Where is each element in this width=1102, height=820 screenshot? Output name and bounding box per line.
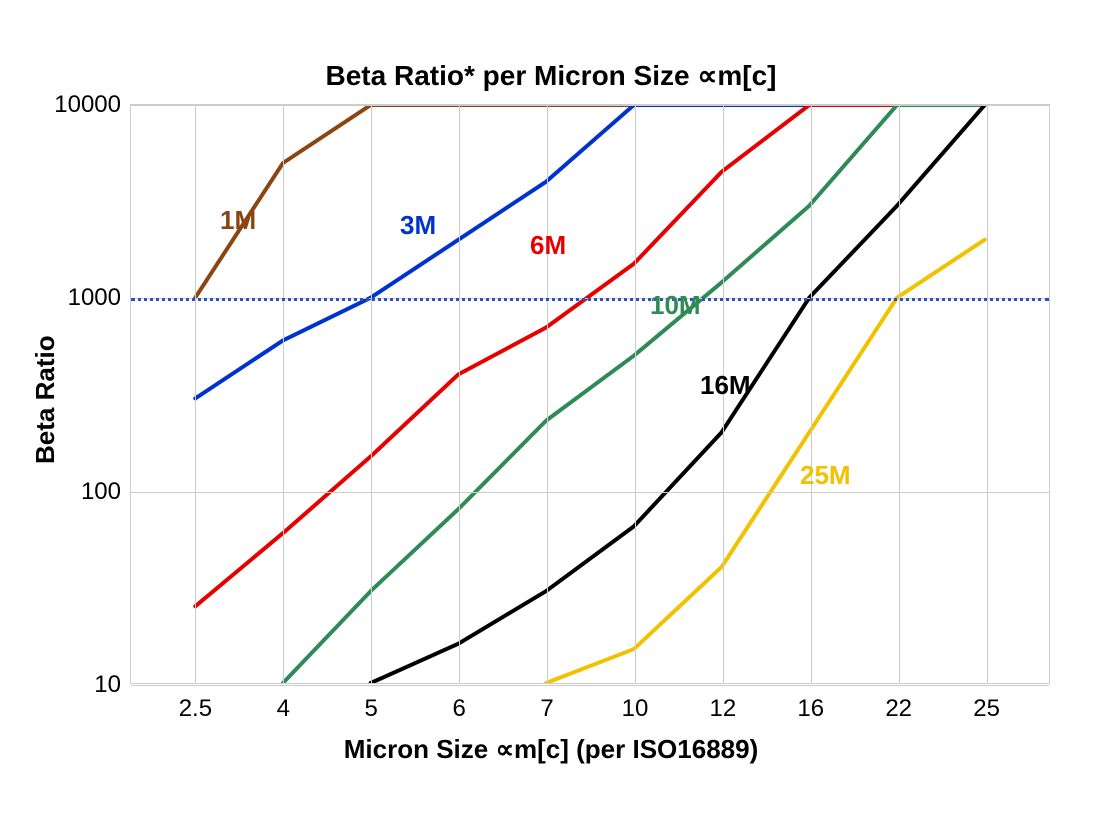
y-axis-label: Beta Ratio bbox=[30, 335, 61, 464]
grid-vertical bbox=[371, 105, 372, 683]
x-tick-label: 7 bbox=[540, 683, 553, 723]
grid-vertical bbox=[547, 105, 548, 683]
x-tick-label: 6 bbox=[452, 683, 465, 723]
y-tick-label: 10000 bbox=[54, 91, 131, 119]
series-label-16M: 16M bbox=[700, 370, 751, 401]
x-tick-label: 22 bbox=[885, 683, 912, 723]
grid-horizontal bbox=[131, 685, 1049, 686]
grid-vertical bbox=[899, 105, 900, 683]
chart-title: Beta Ratio* per Micron Size ∝m[c] bbox=[0, 59, 1102, 92]
series-line-16M bbox=[371, 105, 985, 683]
series-line-3M bbox=[195, 105, 984, 398]
reference-line-1000 bbox=[131, 298, 1049, 301]
series-label-10M: 10M bbox=[650, 290, 701, 321]
series-line-6M bbox=[195, 105, 984, 606]
series-label-6M: 6M bbox=[530, 230, 566, 261]
x-tick-label: 10 bbox=[622, 683, 649, 723]
series-line-25M bbox=[546, 240, 985, 683]
y-tick-label: 10 bbox=[94, 671, 131, 699]
series-label-3M: 3M bbox=[400, 210, 436, 241]
x-tick-label: 2.5 bbox=[179, 683, 212, 723]
grid-vertical bbox=[459, 105, 460, 683]
grid-horizontal bbox=[131, 492, 1049, 493]
grid-vertical bbox=[195, 105, 196, 683]
series-label-1M: 1M bbox=[220, 205, 256, 236]
series-label-25M: 25M bbox=[800, 460, 851, 491]
y-tick-label: 100 bbox=[81, 478, 131, 506]
series-lines bbox=[131, 105, 1049, 683]
y-tick-label: 1000 bbox=[68, 284, 131, 312]
beta-ratio-chart: Beta Ratio* per Micron Size ∝m[c] Beta R… bbox=[0, 0, 1102, 820]
series-line-10M bbox=[283, 105, 985, 683]
x-axis-label: Micron Size ∝m[c] (per ISO16889) bbox=[0, 734, 1102, 765]
series-line-1M bbox=[195, 105, 984, 298]
grid-vertical bbox=[811, 105, 812, 683]
x-tick-label: 12 bbox=[710, 683, 737, 723]
x-tick-label: 16 bbox=[797, 683, 824, 723]
grid-horizontal bbox=[131, 105, 1049, 106]
x-tick-label: 25 bbox=[973, 683, 1000, 723]
grid-vertical bbox=[283, 105, 284, 683]
grid-vertical bbox=[635, 105, 636, 683]
x-tick-label: 4 bbox=[277, 683, 290, 723]
plot-area: 2.54567101216222510100100010000 bbox=[130, 104, 1050, 684]
grid-vertical bbox=[987, 105, 988, 683]
x-tick-label: 5 bbox=[365, 683, 378, 723]
